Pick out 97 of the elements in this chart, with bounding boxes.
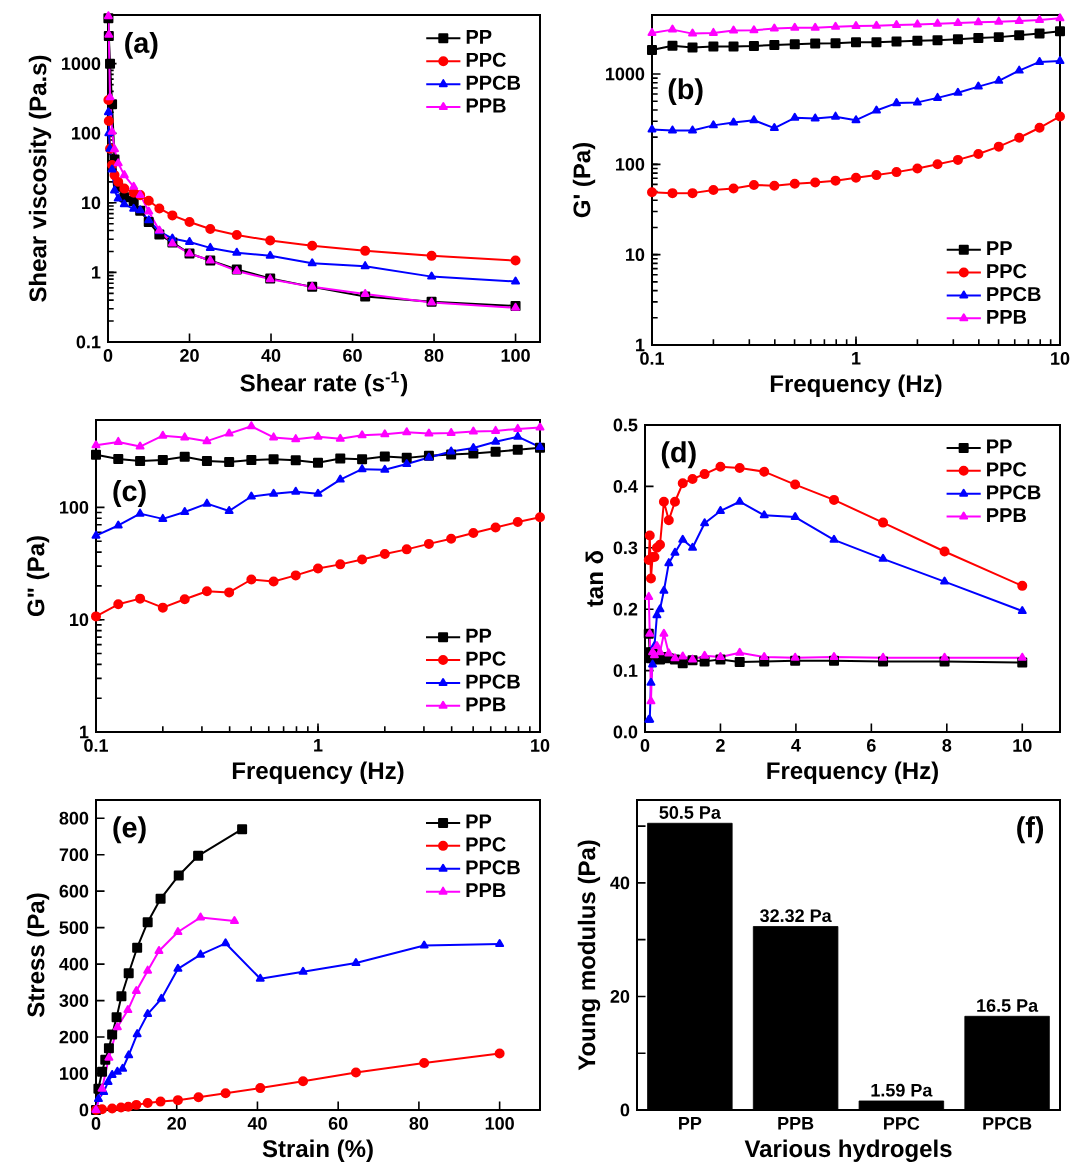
x-tick-label: 20: [180, 349, 199, 362]
y-tick-label: 500: [59, 921, 89, 935]
x-axis-title: Frequency (Hz): [767, 761, 938, 784]
y-tick-label: 0: [79, 1103, 89, 1117]
legend-label: PPCB: [987, 485, 1041, 500]
legend-label: PPB: [987, 309, 1027, 324]
x-tick-label: 40: [247, 1117, 267, 1130]
y-tick-label: 0.3: [613, 541, 638, 555]
legend-label: PP: [466, 814, 492, 829]
y-tick-label: 100: [60, 501, 89, 514]
data-label: 50.5 Pa: [659, 806, 721, 819]
x-tick-label: 40: [261, 349, 281, 362]
x-tick-label: 60: [328, 1117, 348, 1130]
y-tick-label: 0: [620, 1103, 630, 1117]
x-tick-label: 20: [167, 1117, 187, 1130]
y-tick-label: 10: [626, 248, 645, 262]
y-tick-label: 600: [59, 884, 89, 898]
y-tick-label: 1: [636, 338, 645, 352]
y-axis-title: Shear viscosity (Pa.s): [28, 55, 52, 302]
legend-label: PPCB: [987, 286, 1041, 302]
y-axis-title: tan δ: [585, 550, 604, 607]
y-axis-title: G" (Pa): [26, 536, 50, 617]
x-tick-label: 8: [942, 739, 952, 752]
annotation: (b): [668, 78, 703, 106]
y-axis-title: Stress (Pa): [26, 893, 50, 1017]
x-axis-title: Shear rate (s$^{-1}$): [240, 371, 408, 397]
y-tick-label: 0.1: [76, 335, 101, 349]
x-tick-label: PPB: [778, 1117, 814, 1130]
x-tick-label: PPC: [884, 1117, 920, 1130]
x-axis-title: Strain (%): [262, 1139, 373, 1162]
x-tick-label: 10: [531, 739, 550, 752]
y-tick-label: 1: [92, 266, 101, 279]
x-tick-label: 2: [716, 739, 725, 752]
x-tick-label: 10: [1013, 739, 1032, 752]
legend-label: PPB: [466, 98, 506, 113]
legend-label: PP: [987, 241, 1012, 256]
x-tick-label: 1: [852, 352, 861, 365]
y-tick-label: 1: [80, 725, 89, 739]
y-tick-label: 20: [610, 990, 630, 1003]
legend-label: PPCB: [466, 674, 520, 689]
legend-label: PPB: [466, 883, 506, 898]
legend-label: PP: [987, 439, 1012, 454]
y-axis-title: Young modulus (Pa): [577, 840, 601, 1071]
annotation: (a): [125, 31, 158, 59]
x-axis-title: Frequency (Hz): [232, 761, 404, 784]
legend-label: PPC: [987, 264, 1027, 279]
y-tick-label: 1000: [62, 57, 101, 71]
annotation: (c): [113, 480, 146, 507]
x-tick-label: 80: [409, 1117, 429, 1130]
y-tick-label: 100: [60, 1067, 89, 1080]
y-tick-label: 200: [59, 1030, 89, 1044]
legend-label: PPC: [466, 52, 506, 67]
data-label: 1.59 Pa: [871, 1083, 933, 1097]
y-tick-label: 700: [59, 848, 89, 862]
y-tick-label: 0.0: [613, 725, 638, 739]
x-axis-title: Various hydrogels: [744, 1139, 952, 1162]
y-tick-label: 100: [616, 157, 645, 171]
y-tick-label: 0.5: [613, 418, 638, 432]
y-tick-label: 400: [59, 957, 89, 971]
y-axis-title: G' (Pa): [572, 143, 596, 218]
legend-label: PP: [466, 628, 492, 643]
y-tick-label: 800: [59, 811, 89, 825]
x-tick-label: 100: [501, 349, 530, 362]
x-tick-label: 6: [867, 739, 876, 752]
x-tick-label: 80: [424, 349, 444, 362]
data-label: 32.32 Pa: [760, 909, 832, 923]
y-tick-label: 300: [59, 994, 89, 1007]
legend-label: PPCB: [466, 75, 521, 90]
x-tick-label: 4: [791, 739, 801, 752]
y-tick-label: 40: [610, 876, 630, 890]
x-axis-title: Frequency (Hz): [770, 374, 942, 397]
x-tick-label: 1: [314, 739, 323, 752]
x-tick-label: PPCB: [983, 1117, 1032, 1130]
y-tick-label: 1000: [606, 67, 645, 81]
x-tick-label: 0.1: [640, 352, 664, 365]
x-tick-label: 10: [1051, 352, 1070, 365]
annotation: (d): [661, 441, 696, 469]
y-tick-label: 0.2: [613, 602, 638, 616]
legend-label: PPB: [987, 508, 1026, 522]
y-tick-label: 10: [82, 196, 101, 210]
x-tick-label: 60: [343, 349, 362, 362]
legend-label: PPC: [987, 462, 1027, 477]
y-tick-label: 10: [70, 613, 89, 627]
legend-label: PPB: [466, 697, 506, 712]
y-tick-label: 0.4: [613, 480, 638, 493]
legend-label: PPC: [466, 651, 506, 666]
y-tick-label: 0.1: [613, 664, 638, 677]
legend-label: PP: [466, 29, 492, 44]
annotation: (f): [1017, 816, 1044, 844]
x-tick-label: 0: [103, 349, 113, 362]
data-label: 16.5 Pa: [977, 999, 1039, 1012]
annotation: (e): [113, 816, 146, 844]
legend-label: PPC: [466, 837, 506, 852]
x-tick-label: PP: [679, 1117, 702, 1130]
x-tick-label: 100: [485, 1117, 514, 1130]
legend-label: PPCB: [466, 860, 520, 875]
y-tick-label: 100: [72, 126, 101, 140]
